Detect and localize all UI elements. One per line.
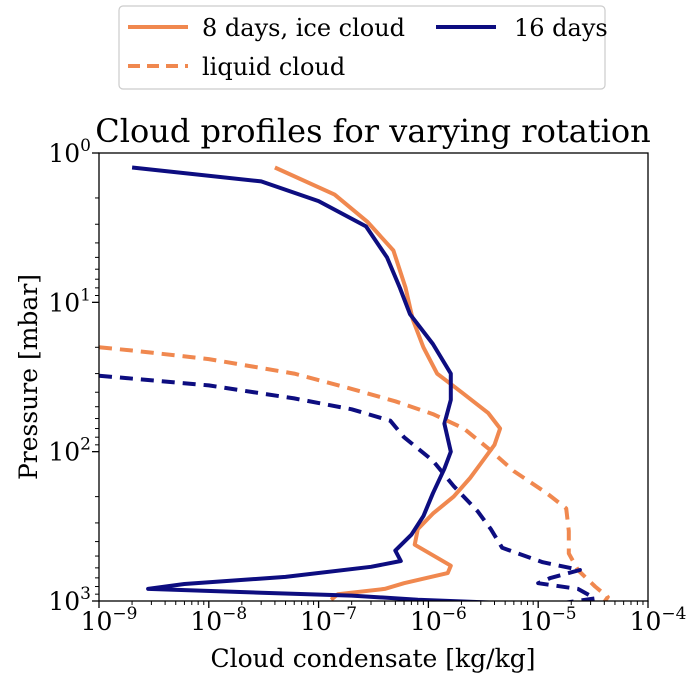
x-tick-label-5: 10−4 xyxy=(630,604,687,636)
chart-title: Cloud profiles for varying rotation xyxy=(95,112,650,150)
legend: 8 days, ice cloud liquid cloud 16 days xyxy=(118,5,608,90)
legend-label-ice-16: 16 days xyxy=(514,14,608,42)
y-axis-label: Pressure [mbar] xyxy=(14,274,43,480)
series-group xyxy=(99,165,610,601)
ticks-group: 10−9 10−8 10−7 10−6 10−5 10−4 100 101 102 103 xyxy=(48,136,686,636)
plot-frame xyxy=(98,152,649,602)
series-line-ice-8 xyxy=(274,165,503,601)
legend-label-liquid: liquid cloud xyxy=(202,53,345,81)
y-tick-label-1: 101 xyxy=(48,285,91,317)
x-tick-label-0: 10−9 xyxy=(81,604,138,636)
x-tick-label-4: 10−5 xyxy=(520,604,577,636)
x-tick-label-3: 10−6 xyxy=(410,604,467,636)
x-axis-label: Cloud condensate [kg/kg] xyxy=(210,644,535,673)
y-tick-label-0: 100 xyxy=(48,136,91,168)
series-line-ice-16 xyxy=(131,165,503,601)
y-tick-label-3: 103 xyxy=(48,584,91,616)
x-tick-label-1: 10−8 xyxy=(190,604,247,636)
y-tick-label-2: 102 xyxy=(48,435,91,467)
x-tick-label-2: 10−7 xyxy=(300,604,357,636)
series-line-liquid-8 xyxy=(99,345,610,601)
legend-label-ice-8: 8 days, ice cloud xyxy=(202,14,405,42)
series-line-liquid-16 xyxy=(99,373,598,601)
